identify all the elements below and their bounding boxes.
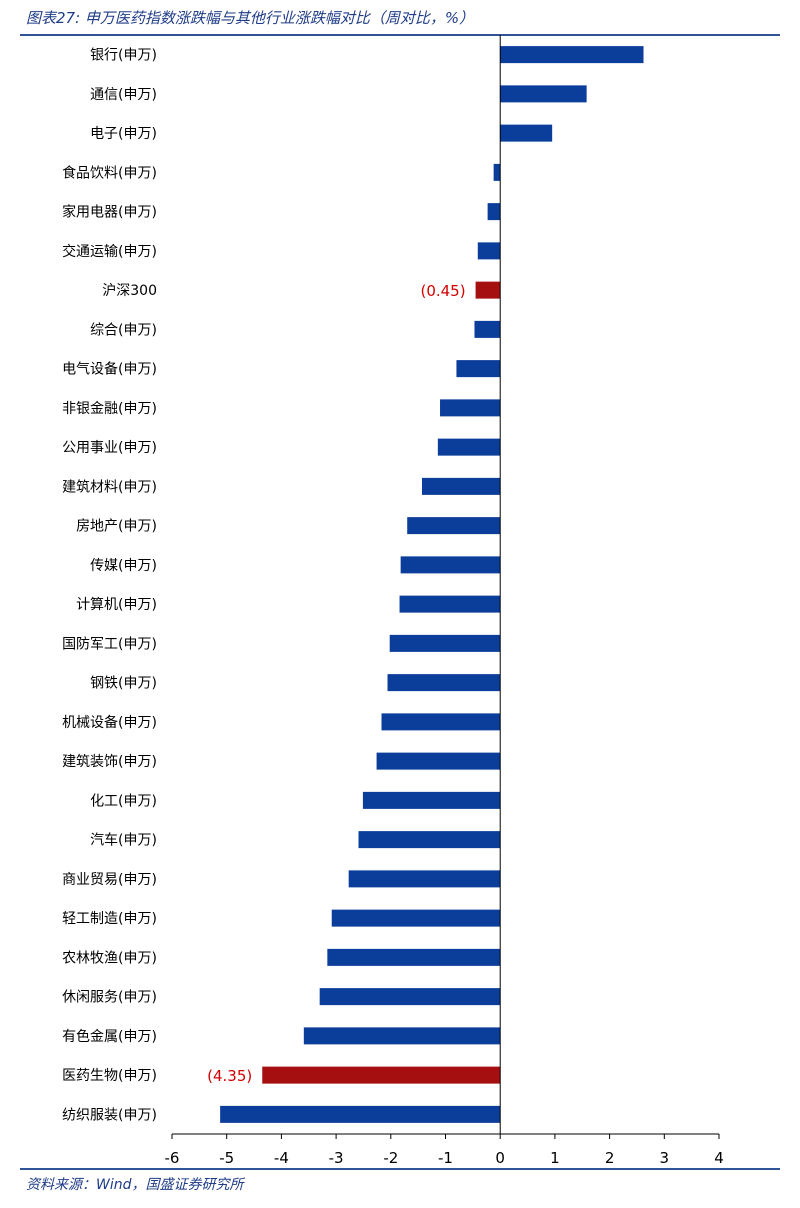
x-tick-label-5: -1 [438,1149,453,1167]
category-label-7: 综合(申万) [90,322,157,338]
category-label-10: 公用事业(申万) [62,440,157,456]
x-tick-label-1: -5 [219,1149,234,1167]
figure-footer: 资料来源：Wind，国盛证券研究所 [20,1168,780,1193]
category-label-8: 电气设备(申万) [62,361,157,378]
category-label-12: 房地产(申万) [76,519,157,535]
bar-14 [399,595,501,613]
bar-26 [262,1066,501,1084]
value-label-1: (4.35) [207,1067,252,1085]
bar-8 [456,360,501,378]
bar-2 [500,124,553,142]
bar-11 [421,477,501,495]
category-label-9: 非银金融(申万) [62,401,157,417]
bar-19 [362,791,501,809]
x-tick-label-4: -2 [383,1149,398,1167]
category-label-26: 医药生物(申万) [62,1068,157,1084]
bar-13 [400,556,501,574]
bar-7 [474,320,501,338]
bar-4 [487,203,501,221]
category-label-3: 食品饮料(申万) [62,164,157,181]
category-label-20: 汽车(申万) [90,832,157,849]
bar-15 [389,634,501,652]
figure-title: 图表27: 申万医药指数涨跌幅与其他行业涨跌幅对比（周对比，%） [26,9,475,27]
category-label-14: 计算机(申万) [76,597,157,613]
category-label-27: 纺织服装(申万) [62,1107,157,1123]
bar-20 [358,831,501,849]
bar-27 [220,1105,501,1123]
bar-1 [500,85,587,103]
category-label-13: 传媒(申万) [90,558,157,574]
x-tick-label-9: 3 [660,1149,670,1167]
x-tick-label-3: -3 [329,1149,344,1167]
category-label-25: 有色金属(申万) [62,1028,157,1045]
bar-5 [477,242,501,260]
figure-header: 图表27: 申万医药指数涨跌幅与其他行业涨跌幅对比（周对比，%） [20,0,780,36]
category-label-0: 银行(申万) [90,48,157,64]
bar-12 [407,517,501,535]
category-label-22: 轻工制造(申万) [62,911,157,927]
category-label-21: 商业贸易(申万) [62,872,157,888]
bar-22 [331,909,501,927]
bar-23 [327,948,501,966]
category-label-15: 国防军工(申万) [62,636,157,652]
bar-25 [303,1027,501,1045]
x-tick-label-7: 1 [550,1149,560,1167]
category-label-1: 通信(申万) [90,87,157,103]
category-label-6: 沪深300 [102,283,157,299]
x-tick-label-6: 0 [495,1149,505,1167]
bar-9 [440,399,501,417]
bar-3 [493,163,501,181]
value-label-0: (0.45) [420,282,465,300]
value-labels-group: (0.45) (4.35) [207,282,465,1085]
x-tick-label-8: 2 [605,1149,615,1167]
bar-16 [387,674,501,692]
bar-6 [475,281,501,299]
bar-24 [319,988,501,1006]
category-label-5: 交通运输(申万) [62,243,157,260]
category-label-11: 建筑材料(申万) [62,479,157,495]
bar-0 [500,46,644,64]
bar-10 [437,438,501,456]
bars-group [220,46,644,1123]
figure-source: 资料来源：Wind，国盛证券研究所 [26,1177,244,1193]
category-label-24: 休闲服务(申万) [62,990,157,1006]
x-tick-label-10: 4 [714,1149,724,1167]
x-tick-label-0: -6 [165,1149,180,1167]
axes-group: -6 -5 -4 -3 -2 -1 0 1 2 3 4 [165,35,724,1167]
category-label-4: 家用电器(申万) [62,204,157,221]
bar-18 [376,752,501,770]
category-label-19: 化工(申万) [90,793,157,809]
bar-17 [381,713,501,731]
category-label-23: 农林牧渔(申万) [62,950,157,966]
category-label-16: 钢铁(申万) [90,676,157,692]
category-labels-group: 银行(申万) 通信(申万) 电子(申万) 食品饮料(申万) 家用电器(申万) 交通运输(申… [62,48,157,1124]
category-label-18: 建筑装饰(申万) [62,754,157,770]
bar-21 [348,870,501,888]
x-tick-label-2: -4 [274,1149,289,1167]
category-label-17: 机械设备(申万) [62,714,157,731]
category-label-2: 电子(申万) [90,126,157,142]
